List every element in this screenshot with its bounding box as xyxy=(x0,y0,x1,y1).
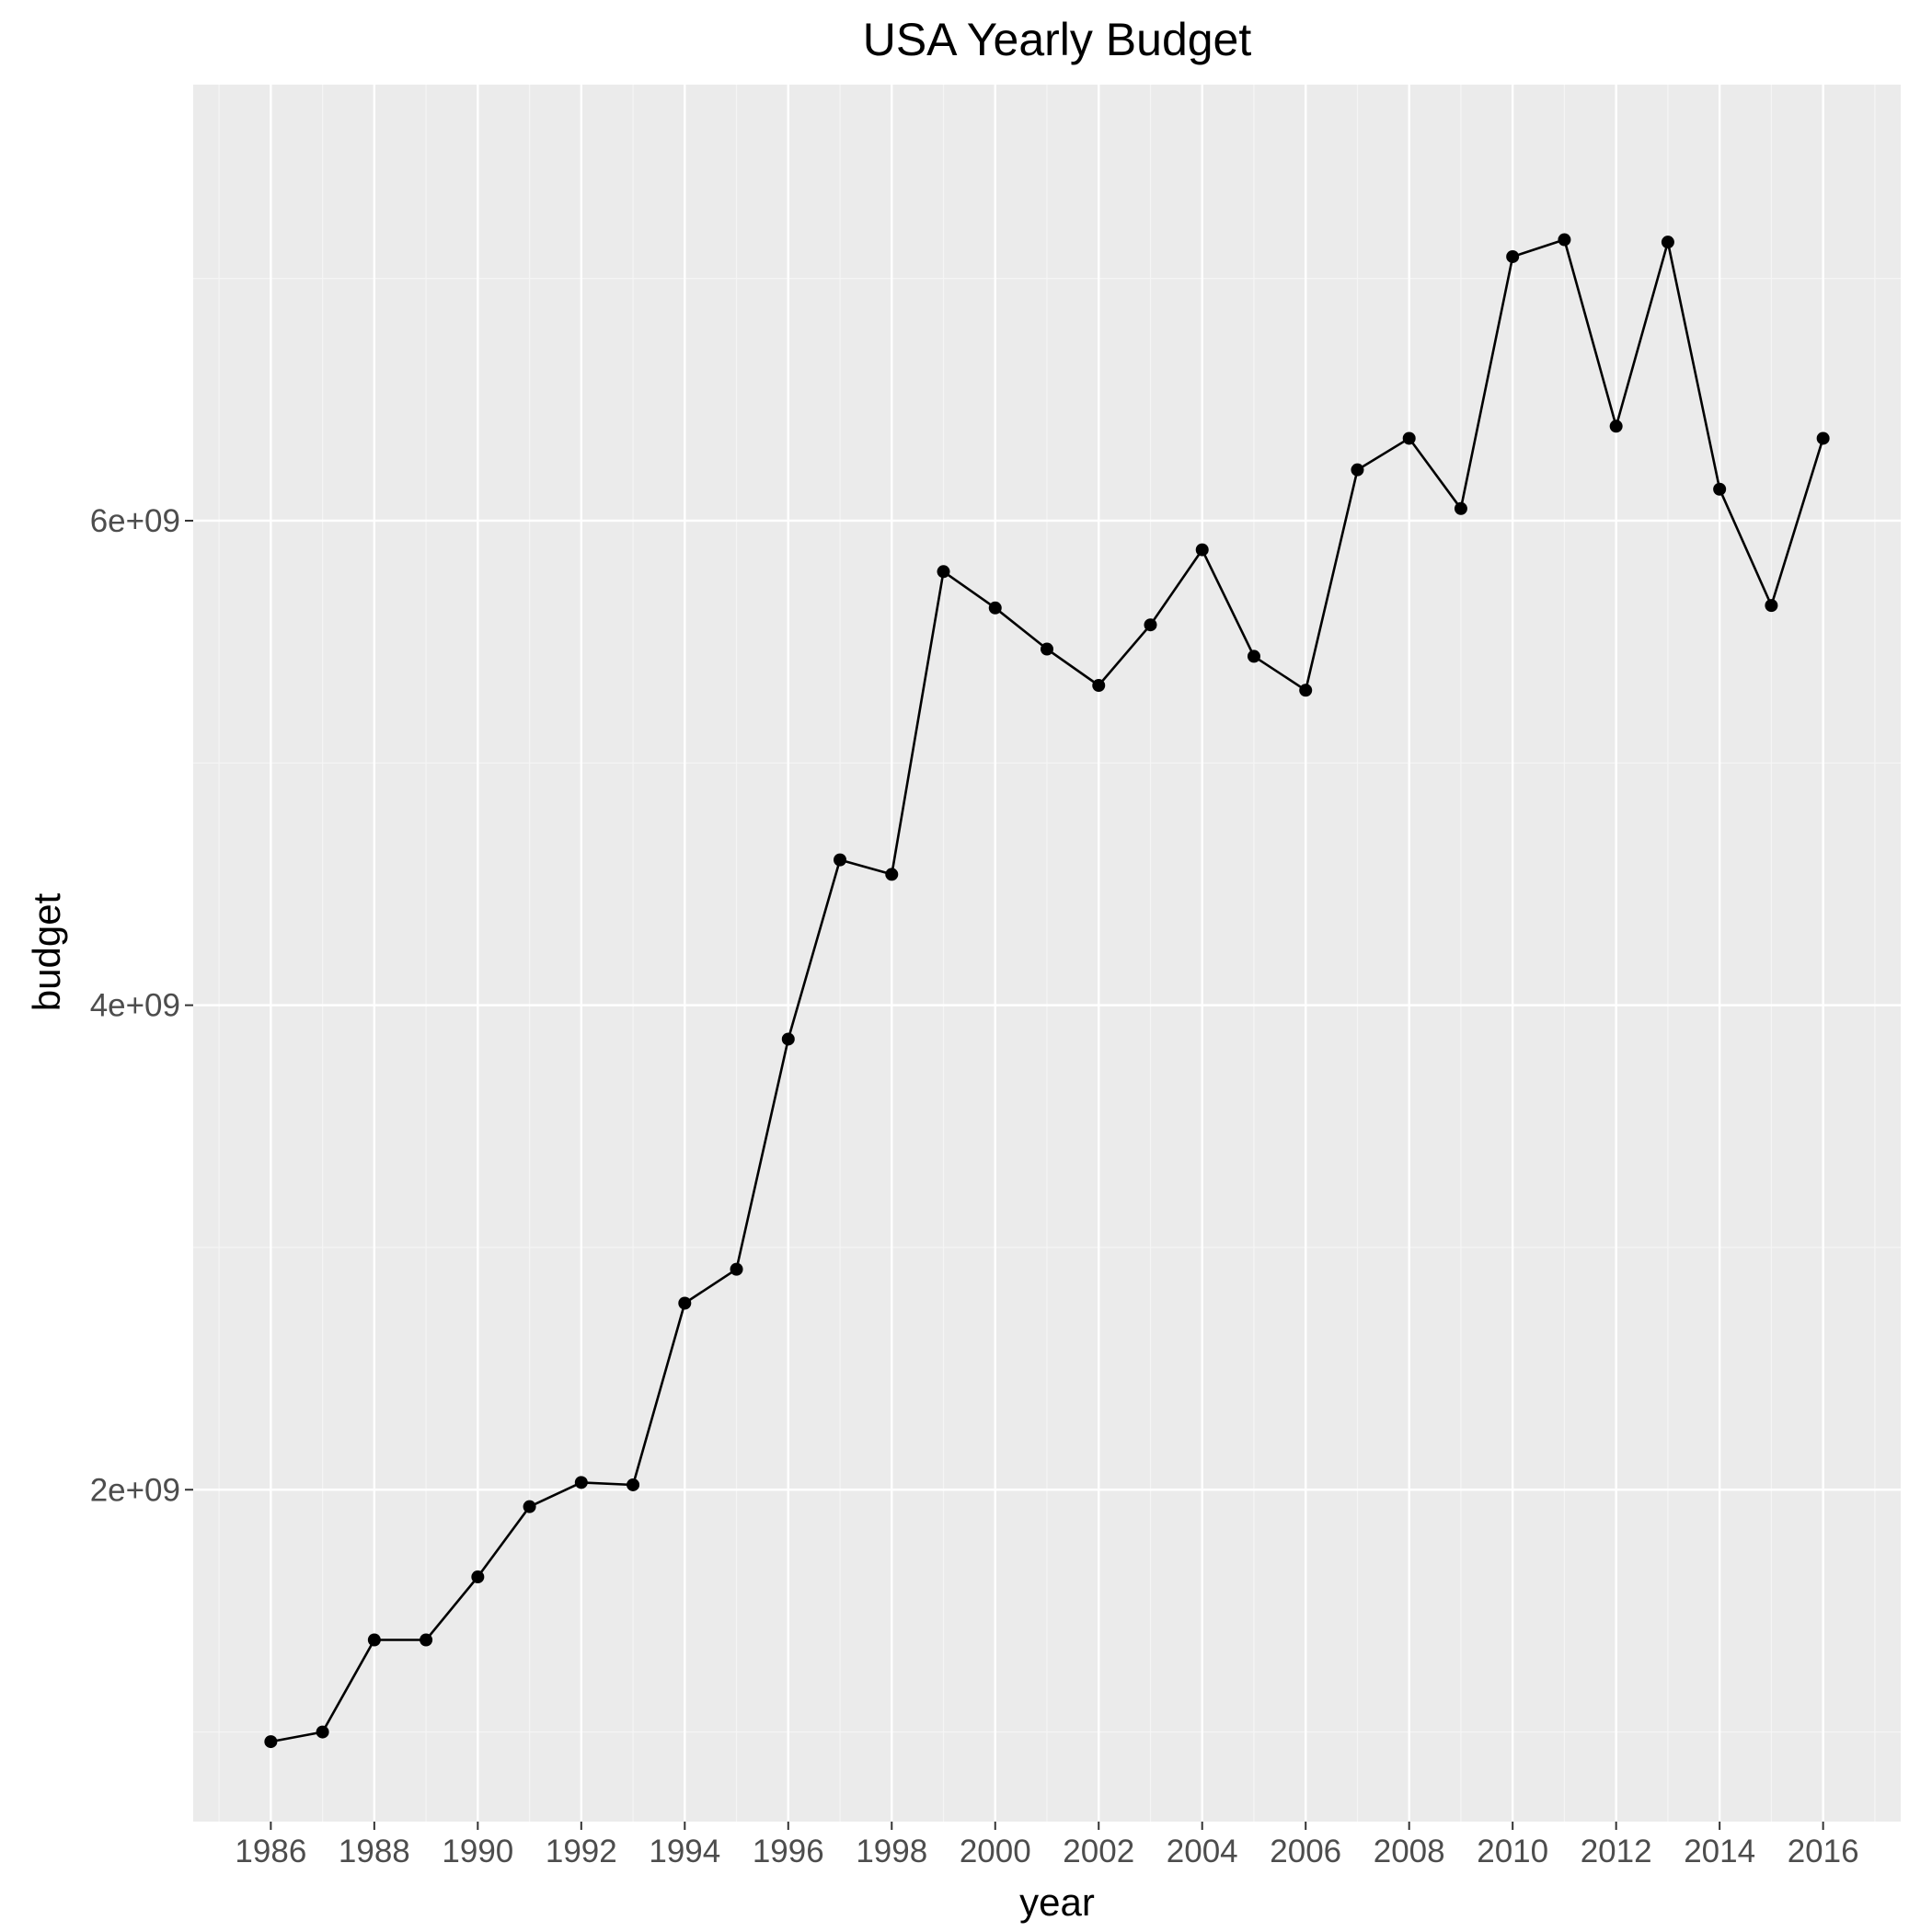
x-tick-label: 1994 xyxy=(649,1834,720,1869)
x-tick-label: 1992 xyxy=(546,1834,617,1869)
data-point xyxy=(988,601,1002,615)
data-point xyxy=(523,1500,536,1513)
y-axis: 2e+09 4e+09 6e+09 xyxy=(90,503,193,1508)
y-tick-label: 4e+09 xyxy=(90,988,180,1024)
data-point xyxy=(1454,501,1467,515)
data-point xyxy=(1661,236,1674,249)
data-point xyxy=(471,1570,485,1584)
data-point xyxy=(781,1032,795,1046)
data-point xyxy=(678,1296,692,1310)
x-tick-label: 1990 xyxy=(442,1834,513,1869)
x-tick-label: 2010 xyxy=(1477,1834,1548,1869)
data-point xyxy=(1144,618,1157,632)
data-point xyxy=(627,1478,640,1491)
x-tick-label: 1996 xyxy=(753,1834,824,1869)
data-point xyxy=(574,1476,588,1489)
data-point xyxy=(1609,420,1623,433)
x-tick-label: 2012 xyxy=(1581,1834,1652,1869)
data-point xyxy=(316,1725,329,1739)
data-point xyxy=(1092,679,1106,693)
x-axis-title: year xyxy=(1019,1880,1095,1924)
x-tick-label: 2000 xyxy=(960,1834,1031,1869)
data-point xyxy=(937,565,950,579)
chart-title: USA Yearly Budget xyxy=(863,14,1252,65)
x-tick-label: 1986 xyxy=(235,1834,306,1869)
data-point xyxy=(367,1633,381,1647)
y-axis-title: budget xyxy=(25,892,68,1011)
x-tick-label: 1998 xyxy=(856,1834,927,1869)
data-point xyxy=(1195,543,1209,557)
data-point xyxy=(1765,599,1778,613)
data-point xyxy=(1506,249,1520,263)
x-tick-label: 2006 xyxy=(1270,1834,1341,1869)
data-point xyxy=(1558,233,1571,247)
data-series xyxy=(264,233,1830,1749)
data-point xyxy=(885,868,899,881)
x-tick-label: 2016 xyxy=(1788,1834,1859,1869)
y-tick-label: 6e+09 xyxy=(90,503,180,539)
data-point xyxy=(730,1262,743,1276)
y-tick-label: 2e+09 xyxy=(90,1472,180,1508)
data-point xyxy=(1299,684,1313,697)
data-point xyxy=(264,1735,278,1749)
x-tick-label: 1988 xyxy=(339,1834,410,1869)
data-point xyxy=(1041,642,1053,656)
x-tick-label: 2008 xyxy=(1374,1834,1445,1869)
data-point xyxy=(1816,431,1830,445)
x-tick-label: 2002 xyxy=(1063,1834,1134,1869)
data-point xyxy=(1351,463,1364,477)
data-point xyxy=(1402,431,1416,445)
x-tick-label: 2004 xyxy=(1167,1834,1238,1869)
data-point xyxy=(1713,482,1727,496)
major-gridlines xyxy=(193,85,1901,1822)
data-point xyxy=(420,1633,433,1647)
x-axis: 1986 1988 1990 1992 1994 1996 1998 2000 2002 2004… xyxy=(235,1822,1859,1869)
data-point xyxy=(1247,650,1260,663)
data-point xyxy=(834,853,847,867)
x-tick-label: 2014 xyxy=(1684,1834,1755,1869)
